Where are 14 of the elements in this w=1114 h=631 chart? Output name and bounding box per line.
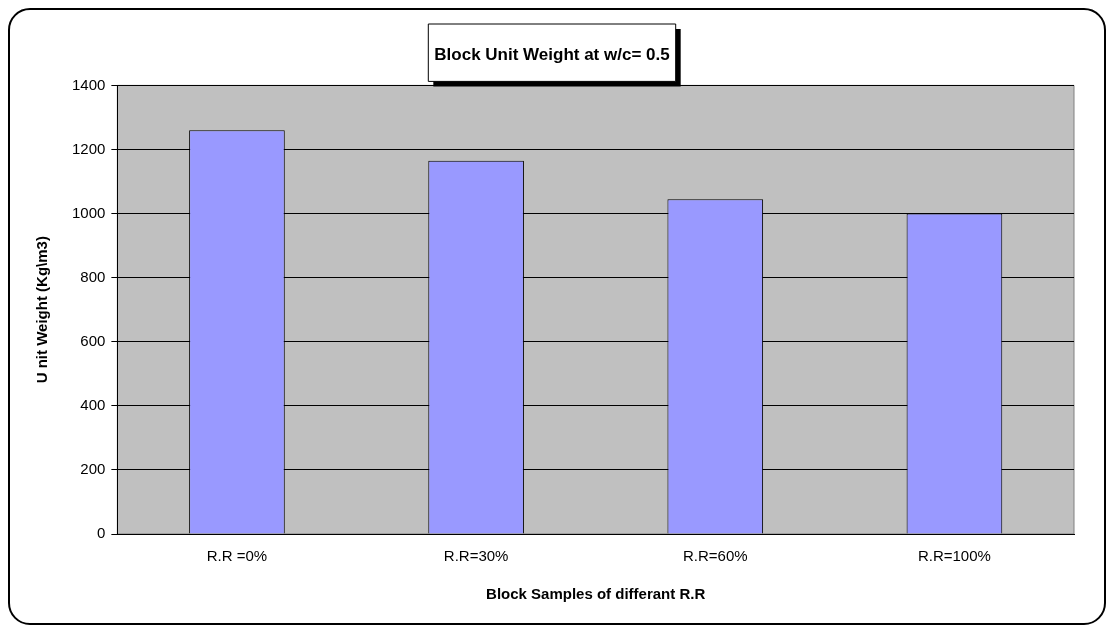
x-tick-label: R.R=30% — [443, 547, 509, 565]
y-tick-label: 800 — [80, 267, 106, 285]
y-tick-label: 1400 — [71, 75, 106, 93]
x-tick-label: R.R=60% — [682, 547, 748, 565]
y-tick-label: 1200 — [71, 139, 106, 157]
y-tick-label: 1000 — [71, 203, 106, 221]
y-tick-label: 600 — [80, 331, 106, 349]
x-tick-label: R.R=100% — [917, 547, 991, 565]
x-tick-label: R.R =0% — [206, 547, 268, 565]
chart-title: Block Unit Weight at w/c= 0.5 — [434, 44, 670, 64]
y-tick-label: 0 — [97, 524, 106, 542]
y-tick-label: 400 — [80, 395, 106, 413]
y-axis-title: U nit Weight (Kg\m3) — [33, 236, 51, 384]
y-tick-label: 200 — [80, 460, 106, 478]
